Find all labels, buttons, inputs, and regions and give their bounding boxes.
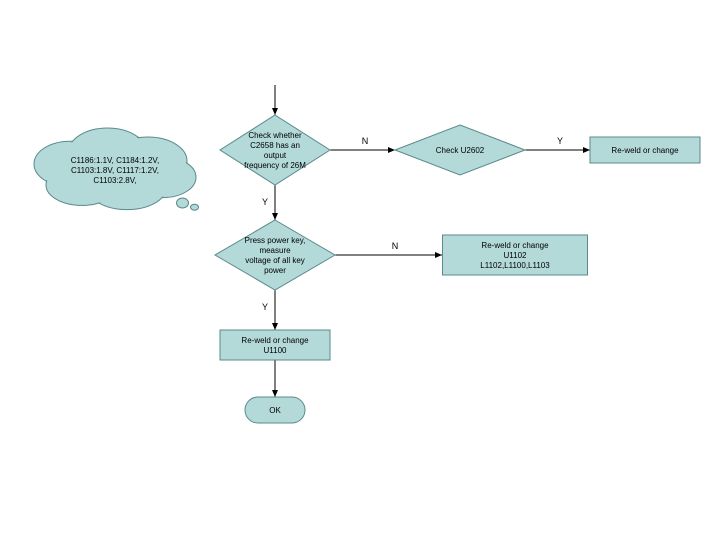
svg-text:U1102: U1102: [504, 251, 528, 260]
svg-text:Check U2602: Check U2602: [436, 146, 485, 155]
svg-text:output: output: [264, 151, 287, 160]
svg-text:frequency of 26M: frequency of 26M: [244, 161, 306, 170]
edge-label-4: N: [392, 241, 399, 251]
svg-text:C1103:1.8V, C1117:1.2V,: C1103:1.8V, C1117:1.2V,: [71, 166, 159, 175]
svg-text:L1102,L1100,L1103: L1102,L1100,L1103: [480, 261, 550, 270]
svg-text:Re-weld or change: Re-weld or change: [481, 241, 549, 250]
svg-text:power: power: [264, 266, 286, 275]
svg-text:C1103:2.8V,: C1103:2.8V,: [93, 176, 136, 185]
svg-text:C2658 has an: C2658 has an: [250, 141, 300, 150]
svg-text:Re-weld or change: Re-weld or change: [611, 146, 679, 155]
svg-text:Check whether: Check whether: [248, 131, 302, 140]
flowchart-canvas: N Y Y N Y C1186:1.1V, C1184:1.2V,C1103:1.8V, …: [0, 0, 720, 540]
rect-r3: [220, 330, 330, 360]
svg-text:Press power key,: Press power key,: [245, 236, 306, 245]
edge-label-1: N: [362, 136, 369, 146]
svg-text:measure: measure: [259, 246, 291, 255]
svg-text:Re-weld or change: Re-weld or change: [241, 336, 309, 345]
edge-label-2: Y: [557, 136, 563, 146]
svg-text:C1186:1.1V, C1184:1.2V,: C1186:1.1V, C1184:1.2V,: [71, 156, 160, 165]
svg-text:OK: OK: [269, 406, 281, 415]
svg-text:voltage of all key: voltage of all key: [245, 256, 305, 265]
svg-text:U1100: U1100: [264, 346, 288, 355]
edge-label-3: Y: [262, 197, 268, 207]
diamond-d1: [220, 115, 330, 185]
diamond-d3: [215, 220, 335, 290]
edge-label-5: Y: [262, 302, 268, 312]
